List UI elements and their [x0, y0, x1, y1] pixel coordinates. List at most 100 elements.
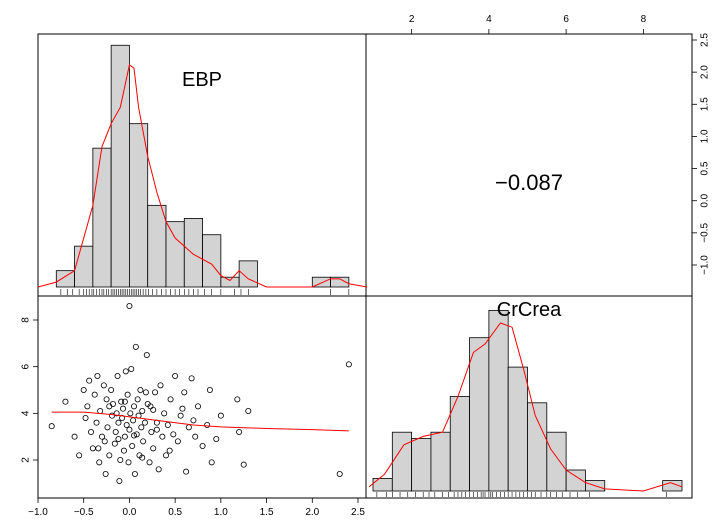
ebp-density-line [37, 64, 368, 288]
crcrea-histogram-panel [368, 309, 683, 497]
ebp-hist-bar-2 [92, 147, 112, 288]
crcrea-hist-bar-8 [527, 402, 548, 492]
ebp-hist-bar-1 [74, 245, 94, 288]
panel-frame-scatter [37, 295, 367, 499]
scatter-point-15 [99, 433, 106, 440]
scatter-point-55 [139, 407, 146, 414]
crcrea-hist-bar-7 [507, 366, 528, 492]
scatter-point-10 [91, 391, 98, 398]
ebp-hist-bar-12 [330, 276, 350, 288]
scatter-point-70 [164, 421, 171, 428]
right-axis-tick-label-1: −0.5 [700, 223, 711, 243]
scatter-point-82 [199, 442, 206, 449]
crcrea-hist-bar-9 [546, 431, 567, 492]
scatter-point-42 [127, 410, 134, 417]
correlation-panel: −0.087 [495, 170, 563, 195]
crcrea-label: CrCrea [497, 299, 562, 321]
scatter-point-32 [118, 398, 125, 405]
scatter-point-0 [48, 423, 55, 430]
scatter-point-48 [132, 343, 139, 350]
correlation-value: −0.087 [495, 170, 563, 195]
scatter-point-75 [177, 412, 184, 419]
scatter-point-49 [133, 431, 140, 438]
left-axis-tick-label-1: 4 [21, 410, 32, 416]
scatter-panel [48, 302, 352, 484]
scatter-point-21 [106, 452, 113, 459]
scatter-point-57 [141, 419, 148, 426]
crcrea-density-line [368, 322, 683, 492]
crcrea-hist-bar-3 [430, 431, 451, 492]
ebp-hist-bar-0 [55, 270, 75, 288]
scatter-point-6 [84, 403, 91, 410]
scatter-point-5 [82, 414, 89, 421]
scatter-point-25 [111, 440, 118, 447]
scatter-point-95 [150, 406, 157, 413]
bottom-axis-tick-label-7: 2.5 [351, 507, 365, 518]
bottom-axis-tick-label-4: 1.0 [214, 507, 228, 518]
scatter-lowess-line [51, 411, 349, 432]
scatter-point-53 [137, 386, 144, 393]
scatter-point-16 [100, 382, 107, 389]
scatter-point-13 [96, 459, 103, 466]
bottom-axis-tick-label-5: 1.5 [260, 507, 274, 518]
scatter-point-102 [179, 405, 186, 412]
crcrea-hist-bar-2 [411, 438, 432, 492]
scatter-point-83 [204, 421, 211, 428]
scatter-point-94 [126, 302, 133, 309]
top-axis-tick-label-2: 6 [563, 14, 569, 25]
bottom-axis-tick-label-1: −0.5 [74, 507, 94, 518]
scatter-point-54 [138, 424, 145, 431]
scatter-point-78 [185, 424, 192, 431]
scatter-point-92 [336, 470, 343, 477]
ebp-hist-bar-5 [147, 204, 167, 288]
scatter-point-18 [102, 470, 109, 477]
scatter-point-93 [345, 361, 352, 368]
right-axis-tick-label-2: 0.0 [700, 193, 711, 207]
scatter-point-66 [157, 382, 164, 389]
ebp-hist-bar-10 [238, 260, 258, 288]
scatter-point-23 [109, 412, 116, 419]
scatter-point-22 [108, 386, 115, 393]
scatter-point-12 [94, 372, 101, 379]
scatter-point-9 [89, 445, 96, 452]
ebp-hist-bar-8 [202, 234, 222, 288]
scatter-point-91 [245, 407, 252, 414]
scatter-point-90 [240, 461, 247, 468]
crcrea-hist-bar-0 [372, 477, 393, 492]
bottom-axis-tick-label-6: 2.0 [305, 507, 319, 518]
scatter-point-60 [146, 459, 153, 466]
scatter-point-69 [162, 452, 169, 459]
bottom-axis-tick-label-2: 0.0 [122, 507, 136, 518]
right-axis-tick-label-4: 1.0 [700, 129, 711, 143]
scatter-point-39 [124, 391, 131, 398]
scatter-point-104 [142, 389, 149, 396]
scatter-point-62 [150, 445, 157, 452]
scatter-point-79 [188, 375, 195, 382]
right-axis-tick-label-5: 1.5 [700, 97, 711, 111]
scatter-point-31 [117, 456, 124, 463]
crcrea-hist-bar-4 [449, 396, 470, 492]
crcrea-hist-bar-6 [488, 309, 509, 492]
scatter-point-80 [192, 433, 199, 440]
panel-frame-crcrea-hist [365, 295, 693, 499]
scatter-point-76 [181, 389, 188, 396]
scatter-point-72 [170, 431, 177, 438]
scatter-point-28 [114, 372, 121, 379]
scatter-point-77 [183, 468, 190, 475]
scatter-point-36 [121, 433, 128, 440]
right-axis-tick-label-0: −1.0 [700, 255, 711, 275]
scatter-point-107 [147, 403, 154, 410]
scatter-point-74 [174, 438, 181, 445]
ebp-histogram-panel [37, 44, 368, 295]
scatter-point-105 [190, 417, 197, 424]
scatter-point-41 [126, 426, 133, 433]
scatter-point-103 [95, 445, 102, 452]
scatter-point-86 [213, 435, 220, 442]
scatter-point-50 [134, 396, 141, 403]
scatter-point-7 [86, 377, 93, 384]
scatter-point-71 [167, 396, 174, 403]
scatter-point-11 [93, 419, 100, 426]
scatter-point-68 [161, 410, 168, 417]
left-axis-tick-label-2: 6 [21, 363, 32, 369]
